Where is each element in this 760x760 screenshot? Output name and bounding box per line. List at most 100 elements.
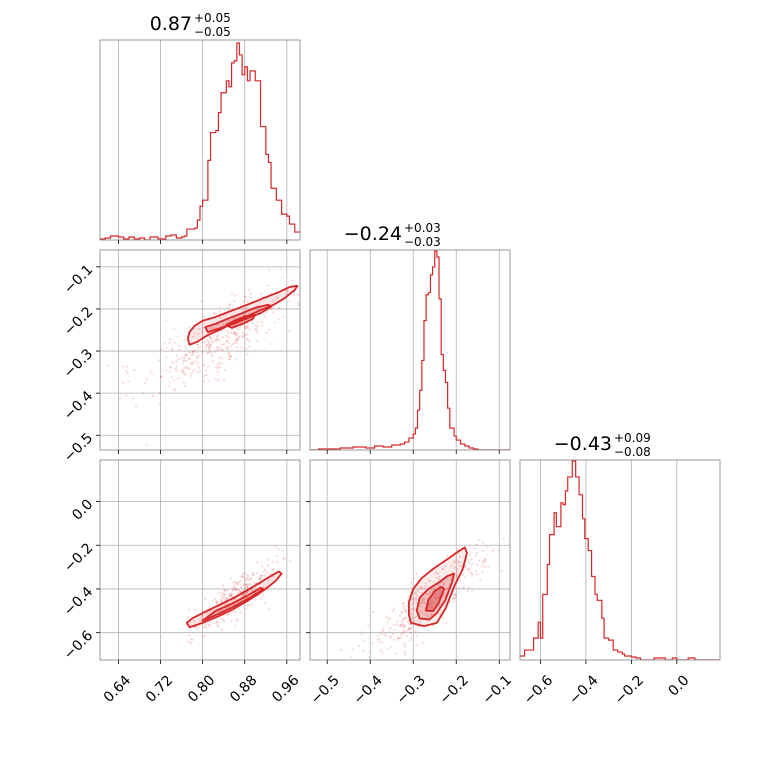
scatter-point: [404, 610, 407, 613]
scatter-point: [403, 650, 406, 653]
scatter-point: [406, 604, 409, 607]
scatter-point: [424, 602, 427, 605]
scatter-point: [241, 331, 244, 334]
scatter-point: [475, 551, 478, 555]
scatter-point: [233, 317, 236, 320]
scatter-point: [234, 334, 238, 337]
scatter-point: [221, 617, 224, 621]
scatter-point: [222, 342, 225, 346]
scatter-point: [191, 638, 194, 642]
scatter-point: [408, 639, 411, 642]
scatter-point: [206, 352, 209, 355]
scatter-point: [469, 571, 472, 575]
scatter-point: [206, 343, 209, 346]
scatter-point: [122, 381, 125, 384]
histogram-line: [520, 460, 720, 660]
scatter-point: [233, 294, 236, 297]
scatter-point: [223, 594, 226, 597]
scatter-point: [216, 611, 219, 614]
scatter-point: [228, 358, 231, 361]
scatter-point: [414, 591, 417, 594]
scatter-point: [178, 349, 181, 352]
scatter-point: [222, 378, 226, 381]
scatter-point: [367, 672, 369, 674]
scatter-point: [269, 572, 272, 575]
scatter-point: [470, 558, 473, 561]
scatter-point: [202, 364, 206, 367]
scatter-point: [224, 590, 227, 593]
panel-title: −0.24 +0.03−0.03: [344, 221, 441, 249]
scatter-point: [443, 565, 446, 568]
scatter-point: [288, 329, 291, 332]
scatter-point: [236, 339, 239, 342]
scatter-point: [246, 577, 249, 580]
scatter-point: [410, 636, 413, 640]
scatter-point: [216, 366, 219, 369]
scatter-point: [420, 599, 424, 602]
scatter-point: [169, 338, 172, 341]
plot-content: [340, 537, 505, 674]
scatter-point: [184, 345, 187, 348]
scatter-point: [206, 612, 209, 615]
scatter-point: [234, 624, 237, 627]
scatter-point: [196, 351, 199, 354]
scatter-point: [245, 327, 248, 330]
scatter-point: [182, 372, 185, 375]
scatter-point: [216, 624, 219, 627]
scatter-point: [125, 394, 128, 397]
scatter-point: [449, 576, 452, 579]
scatter-point: [208, 345, 211, 348]
scatter-point: [470, 574, 473, 577]
scatter-point: [377, 640, 380, 643]
scatter-point: [405, 616, 408, 619]
scatter-point: [410, 581, 413, 584]
scatter-point: [225, 346, 228, 349]
scatter-point: [236, 337, 239, 341]
scatter-point: [378, 638, 381, 641]
scatter-point: [412, 608, 415, 611]
scatter-point: [201, 614, 204, 617]
scatter-point: [475, 570, 478, 573]
scatter-point: [244, 593, 247, 596]
scatter-point: [357, 644, 360, 648]
scatter-point: [445, 554, 449, 558]
scatter-point: [256, 320, 259, 323]
scatter-point: [227, 340, 230, 343]
x-tick-label: 0.0: [665, 672, 692, 699]
scatter-point: [191, 361, 195, 364]
scatter-point: [193, 619, 196, 623]
scatter-point: [213, 312, 216, 315]
scatter-point: [213, 334, 216, 337]
scatter-point: [454, 593, 457, 596]
scatter-point: [426, 614, 429, 617]
scatter-point: [457, 591, 460, 594]
scatter-point: [175, 369, 178, 372]
scatter-point: [218, 339, 222, 342]
y-tick-label: −0.5: [61, 430, 96, 465]
scatter-point: [213, 622, 216, 625]
scatter-point: [210, 340, 214, 343]
scatter-point: [222, 349, 225, 352]
scatter-point: [208, 624, 211, 627]
scatter-point: [428, 592, 431, 595]
scatter-point: [170, 375, 173, 378]
scatter-point: [160, 375, 163, 378]
panel-p10: −0.5 −0.4 −0.3 −0.2 −0.1: [61, 249, 301, 466]
scatter-point: [160, 375, 163, 378]
scatter-point: [235, 619, 239, 623]
scatter-point: [204, 340, 207, 343]
scatter-point: [229, 594, 233, 598]
scatter-point: [251, 322, 254, 325]
scatter-point: [407, 620, 410, 624]
scatter-point: [398, 614, 401, 618]
scatter-point: [379, 649, 382, 652]
scatter-point: [400, 611, 403, 614]
scatter-point: [268, 268, 271, 271]
scatter-point: [216, 363, 219, 366]
scatter-point: [351, 648, 354, 651]
scatter-point: [442, 583, 445, 586]
scatter-point: [384, 634, 388, 637]
scatter-point: [223, 603, 226, 606]
scatter-point: [402, 603, 405, 606]
